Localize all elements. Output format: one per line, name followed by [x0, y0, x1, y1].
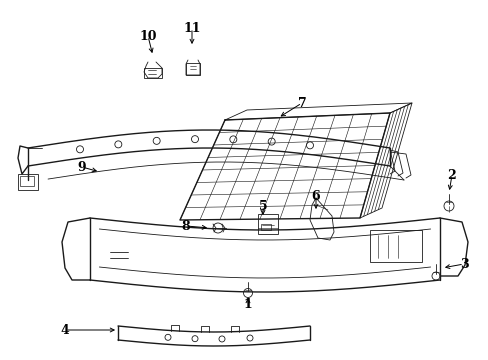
Text: 6: 6	[311, 189, 320, 202]
Text: 7: 7	[297, 96, 306, 109]
Bar	[143, 68, 162, 78]
Bar	[258, 214, 278, 234]
Text: 5: 5	[258, 199, 267, 212]
Bar	[20, 176, 34, 186]
Text: 9: 9	[78, 161, 86, 174]
Text: 1: 1	[243, 298, 252, 311]
Text: 3: 3	[459, 257, 468, 270]
Text: 2: 2	[447, 168, 455, 181]
Text: 8: 8	[182, 220, 190, 233]
Text: 11: 11	[183, 22, 201, 35]
Bar	[18, 174, 38, 190]
Text: 4: 4	[61, 324, 69, 337]
Bar	[185, 63, 200, 75]
Text: 10: 10	[139, 30, 157, 42]
Bar	[261, 224, 270, 230]
